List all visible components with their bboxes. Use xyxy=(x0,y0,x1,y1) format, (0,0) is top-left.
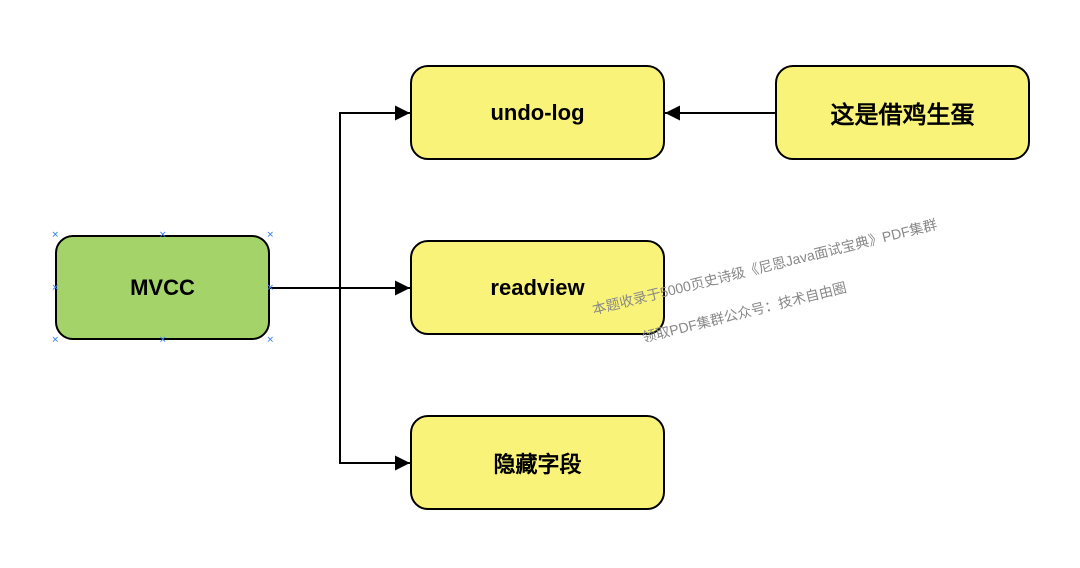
edge-mvcc-undolog xyxy=(270,113,410,288)
node-readview-label: readview xyxy=(490,275,584,301)
node-hidden-fields[interactable]: 隐藏字段 xyxy=(410,415,665,510)
node-mvcc[interactable]: MVCC xyxy=(55,235,270,340)
node-readview[interactable]: readview xyxy=(410,240,665,335)
selection-handle[interactable]: ✕ xyxy=(159,337,166,344)
node-borrow-egg[interactable]: 这是借鸡生蛋 xyxy=(775,65,1030,160)
selection-handle[interactable]: ✕ xyxy=(159,232,166,239)
selection-handle[interactable]: ✕ xyxy=(267,232,274,239)
selection-handle[interactable]: ✕ xyxy=(52,232,59,239)
selection-handle[interactable]: ✕ xyxy=(267,337,274,344)
node-undolog-label: undo-log xyxy=(490,100,584,126)
node-hidden-fields-label: 隐藏字段 xyxy=(493,447,581,479)
selection-handle[interactable]: ✕ xyxy=(52,337,59,344)
node-undolog[interactable]: undo-log xyxy=(410,65,665,160)
node-mvcc-label: MVCC xyxy=(130,275,195,301)
node-borrow-egg-label: 这是借鸡生蛋 xyxy=(831,95,975,130)
edge-mvcc-hidden xyxy=(270,288,410,463)
selection-handle[interactable]: ✕ xyxy=(267,284,274,291)
selection-handle[interactable]: ✕ xyxy=(52,284,59,291)
